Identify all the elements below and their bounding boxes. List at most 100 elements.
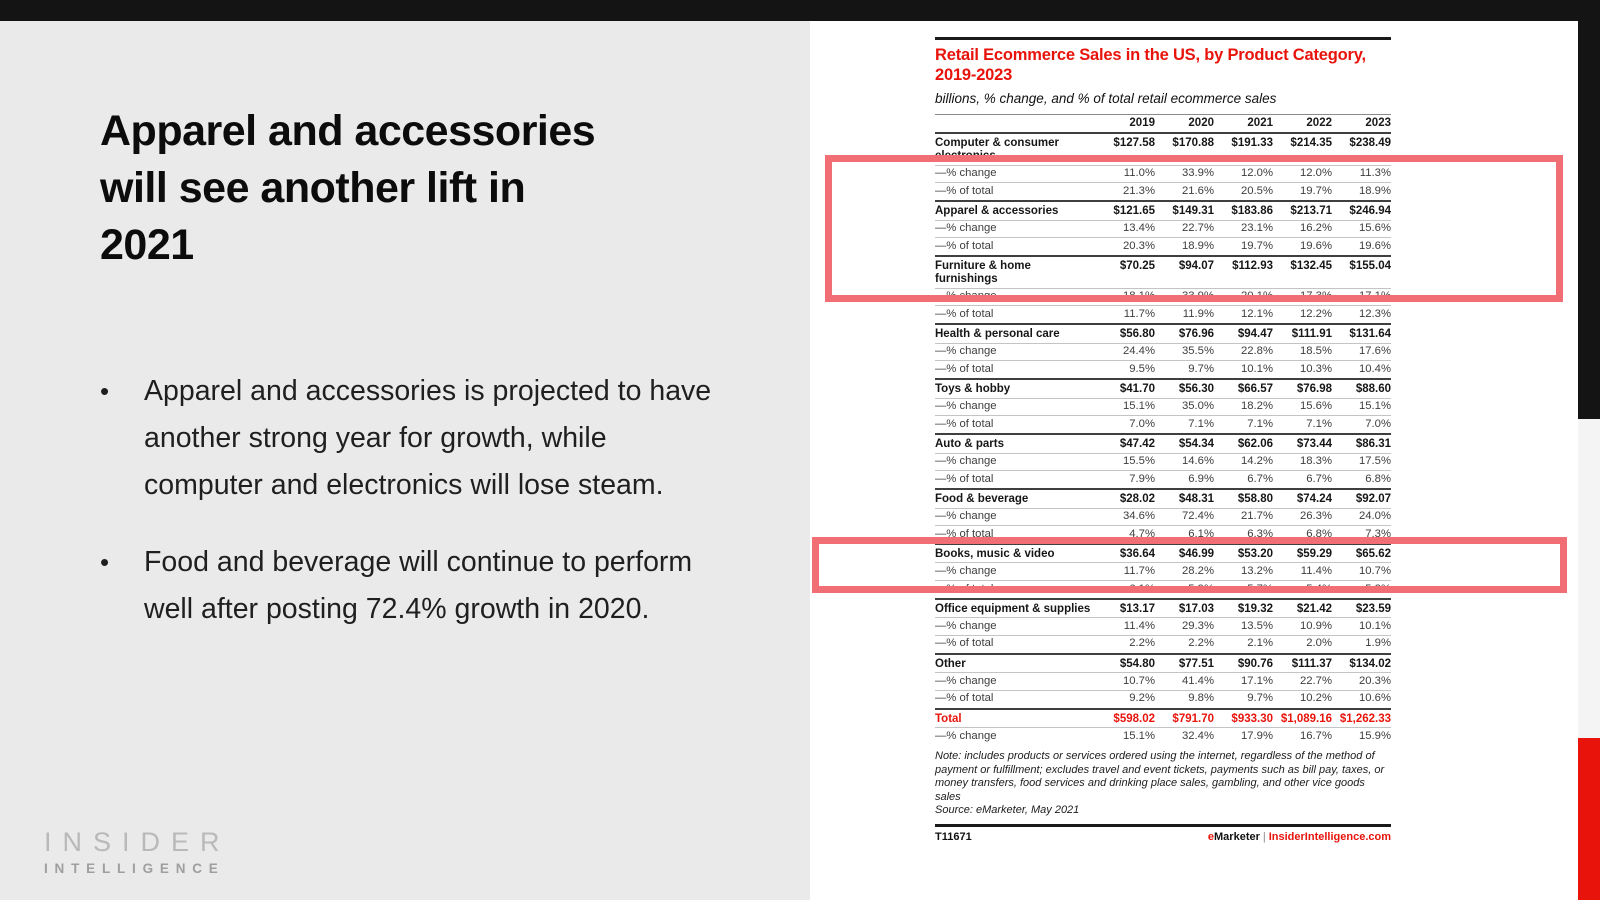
row-value: $132.45: [1273, 254, 1332, 289]
list-item: • Food and beverage will continue to per…: [100, 539, 720, 633]
row-value: $86.31: [1332, 432, 1391, 454]
row-value: 9.7%: [1214, 689, 1273, 709]
row-label: —% change: [935, 617, 1096, 636]
row-label: —% change: [935, 507, 1096, 526]
brand-site-link[interactable]: InsiderIntelligence.com: [1268, 830, 1391, 843]
row-value: 11.7%: [1096, 305, 1155, 324]
row-value: 13.4%: [1096, 219, 1155, 238]
row-value: 21.7%: [1214, 507, 1273, 526]
row-value: $77.51: [1155, 652, 1214, 673]
row-value: 9.7%: [1155, 360, 1214, 379]
row-value: 13.2%: [1214, 562, 1273, 581]
row-value: $56.80: [1096, 322, 1155, 344]
report-title: Retail Ecommerce Sales in the US, by Pro…: [935, 46, 1366, 84]
pct-change-row: —% change 11.4% 29.3% 13.5% 10.9% 10.1%: [935, 617, 1391, 636]
row-label: —% change: [935, 727, 1096, 745]
row-value: 7.0%: [1096, 415, 1155, 434]
row-value: 22.7%: [1273, 672, 1332, 691]
table-header: 2019 2020 2021 2022 2023: [935, 114, 1391, 134]
row-label: —% of total: [935, 237, 1096, 256]
row-value: $76.96: [1155, 322, 1214, 344]
bullet-marker-icon: •: [100, 547, 110, 577]
row-value: 7.0%: [1332, 415, 1391, 434]
row-value: $62.06: [1214, 432, 1273, 454]
row-label: Food & beverage: [935, 487, 1096, 508]
row-value: $90.76: [1214, 652, 1273, 673]
row-value: 17.6%: [1332, 342, 1391, 361]
row-value: 12.1%: [1214, 305, 1273, 324]
row-value: $94.07: [1155, 254, 1214, 289]
row-label: Office equipment & supplies: [935, 597, 1096, 618]
year-header-row: 2019 2020 2021 2022 2023: [935, 114, 1391, 134]
row-value: 11.0%: [1096, 164, 1155, 183]
row-value: 10.9%: [1273, 617, 1332, 636]
row-label: —% of total: [935, 182, 1096, 201]
report-note: Note: includes products or services orde…: [935, 750, 1391, 818]
row-value: $48.31: [1155, 487, 1214, 508]
category-row: Other $54.80 $77.51 $90.76 $111.37 $134.02: [935, 652, 1391, 673]
pct-change-row: —% change 13.4% 22.7% 23.1% 16.2% 15.6%: [935, 219, 1391, 238]
row-value: $54.34: [1155, 432, 1214, 454]
row-value: 19.6%: [1273, 237, 1332, 256]
row-value: 16.2%: [1273, 219, 1332, 238]
row-value: $149.31: [1155, 199, 1214, 221]
row-value: 11.4%: [1273, 562, 1332, 581]
category-row: Health & personal care $56.80 $76.96 $94.47…: [935, 322, 1391, 344]
row-value: 20.3%: [1332, 672, 1391, 691]
row-value: 10.1%: [1214, 360, 1273, 379]
row-value: $70.25: [1096, 254, 1155, 289]
row-value: 10.7%: [1096, 672, 1155, 691]
row-value: 15.1%: [1332, 397, 1391, 416]
row-value: 14.6%: [1155, 452, 1214, 471]
right-strip-red: [1578, 738, 1600, 900]
row-value: 7.1%: [1273, 415, 1332, 434]
row-value: 17.1%: [1214, 672, 1273, 691]
pct-of-total-row: —% of total 20.3% 18.9% 19.7% 19.6% 19.6%: [935, 237, 1391, 256]
pct-change-row: —% change 15.5% 14.6% 14.2% 18.3% 17.5%: [935, 452, 1391, 471]
row-value: 15.5%: [1096, 452, 1155, 471]
row-value: 1.9%: [1332, 634, 1391, 654]
row-value: 6.7%: [1214, 470, 1273, 489]
report-table: 2019 2020 2021 2022 2023 Computer & consumer…: [935, 114, 1391, 745]
row-value: $58.80: [1214, 487, 1273, 508]
slide-left-panel: Apparel and accessories will see another…: [0, 21, 810, 900]
row-label: —% change: [935, 219, 1096, 238]
year-column-header: 2023: [1332, 114, 1391, 134]
row-value: 33.9%: [1155, 164, 1214, 183]
row-value: 6.8%: [1332, 470, 1391, 489]
logo-line-insider: INSIDER: [44, 827, 231, 857]
header-spacer: [935, 114, 1096, 134]
row-label: Apparel & accessories: [935, 199, 1096, 221]
row-value: 6.7%: [1273, 470, 1332, 489]
row-value: 24.4%: [1096, 342, 1155, 361]
row-value: 17.9%: [1214, 727, 1273, 745]
source-text: Source: eMarketer, May 2021: [935, 804, 1080, 817]
row-value: 11.4%: [1096, 617, 1155, 636]
row-value: $112.93: [1214, 254, 1273, 289]
row-value: 18.2%: [1214, 397, 1273, 416]
pct-of-total-row: —% of total 9.2% 9.8% 9.7% 10.2% 10.6%: [935, 689, 1391, 709]
row-value: 7.9%: [1096, 470, 1155, 489]
logo-line-intelligence: INTELLIGENCE: [44, 861, 225, 876]
row-label: Toys & hobby: [935, 377, 1096, 399]
insider-intelligence-logo: INSIDER INTELLIGENCE: [44, 827, 231, 876]
row-value: 21.3%: [1096, 182, 1155, 201]
row-value: 15.9%: [1332, 727, 1391, 745]
report-subtitle: billions, % change, and % of total retai…: [935, 90, 1277, 106]
row-value: 41.4%: [1155, 672, 1214, 691]
bullet-list: • Apparel and accessories is projected t…: [100, 368, 720, 663]
report-card: Retail Ecommerce Sales in the US, by Pro…: [935, 37, 1391, 843]
right-strip-light: [1578, 419, 1600, 738]
row-label: Total: [935, 707, 1096, 728]
page-title: Apparel and accessories will see another…: [100, 107, 596, 269]
row-value: $66.57: [1214, 377, 1273, 399]
row-label: —% of total: [935, 305, 1096, 324]
row-value: $598.02: [1096, 707, 1155, 728]
row-value: $88.60: [1332, 377, 1391, 399]
row-value: $54.80: [1096, 652, 1155, 673]
row-value: $36.64: [1096, 542, 1155, 563]
row-label: —% of total: [935, 470, 1096, 489]
row-value: 15.6%: [1332, 219, 1391, 238]
row-value: $134.02: [1332, 652, 1391, 673]
row-value: 35.0%: [1155, 397, 1214, 416]
